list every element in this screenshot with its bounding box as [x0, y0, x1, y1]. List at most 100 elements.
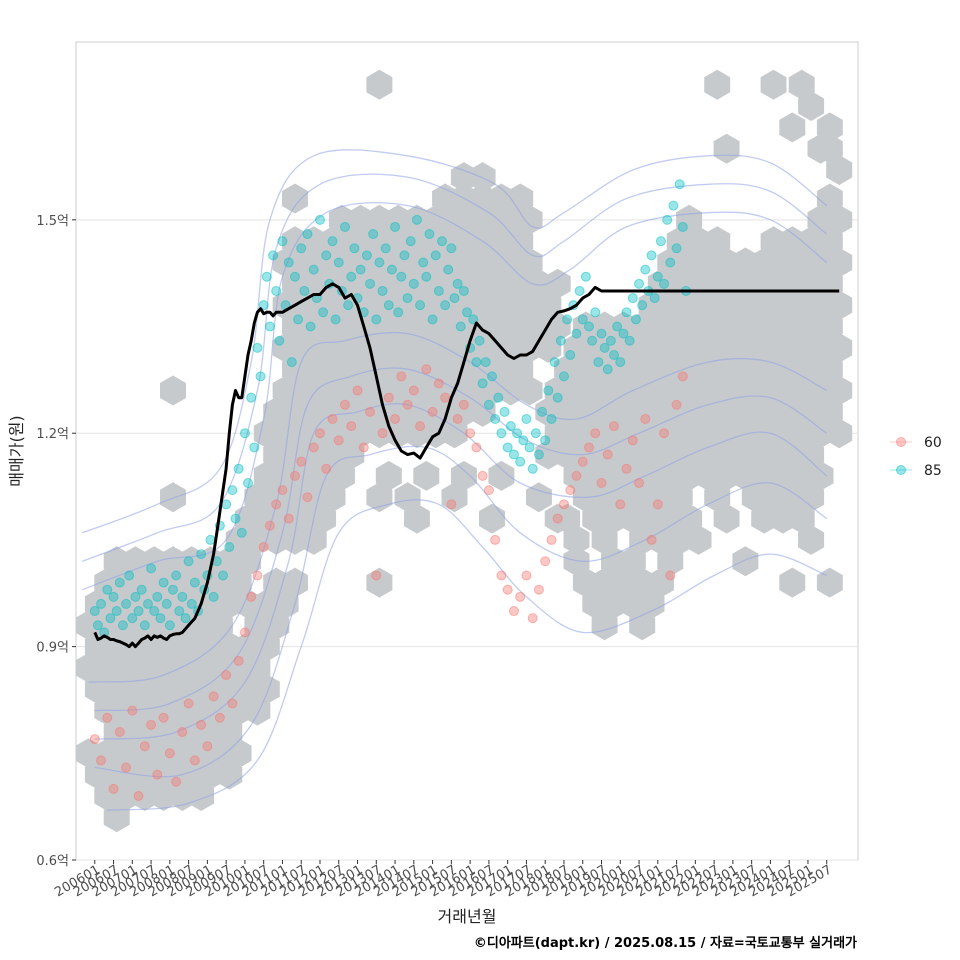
hex-bin [253, 631, 280, 662]
point-85 [637, 300, 648, 311]
point-60 [296, 456, 307, 467]
point-85 [189, 577, 200, 588]
hex-bin [253, 674, 280, 705]
point-85 [343, 300, 354, 311]
point-85 [174, 606, 185, 617]
point-85 [512, 428, 523, 439]
hex-bin [788, 69, 815, 100]
hex-bin [488, 460, 515, 491]
point-85 [480, 357, 491, 368]
point-60 [171, 776, 182, 787]
point-85 [340, 221, 351, 232]
point-60 [402, 399, 413, 410]
hex-bin [263, 567, 290, 598]
point-60 [552, 513, 563, 524]
point-60 [327, 413, 338, 424]
point-85 [293, 314, 304, 325]
hex-bin [469, 162, 496, 193]
y-axis-title: 매매가(원) [7, 415, 26, 486]
point-85 [411, 214, 422, 225]
point-85 [252, 342, 263, 353]
point-60 [421, 364, 432, 375]
point-85 [302, 229, 313, 240]
point-85 [502, 442, 513, 453]
hex-bin [826, 332, 853, 363]
point-85 [665, 257, 676, 268]
point-85 [555, 335, 566, 346]
point-85 [662, 214, 673, 225]
point-60 [677, 371, 688, 382]
point-85 [111, 606, 122, 617]
point-60 [415, 421, 426, 432]
point-85 [136, 584, 147, 595]
point-60 [158, 712, 169, 723]
point-85 [408, 278, 419, 289]
hex-bin [816, 183, 843, 214]
point-85 [646, 250, 657, 261]
point-85 [490, 413, 501, 424]
point-60 [227, 698, 238, 709]
hex-bin [235, 588, 261, 619]
point-60 [152, 769, 163, 780]
point-85 [180, 613, 191, 624]
point-85 [543, 385, 554, 396]
point-85 [424, 229, 435, 240]
point-85 [333, 257, 344, 268]
point-60 [146, 719, 157, 730]
point-60 [321, 463, 332, 474]
point-85 [139, 620, 150, 631]
legend-item-60[interactable]: 60 [890, 435, 942, 451]
point-85 [468, 314, 479, 325]
point-60 [283, 513, 294, 524]
density-contour [88, 331, 827, 683]
y-tick-label: 0.9억 [36, 641, 69, 656]
hex-bin [816, 226, 843, 257]
point-60 [659, 428, 670, 439]
point-60 [627, 435, 638, 446]
point-85 [146, 563, 157, 574]
hex-bin [507, 183, 534, 214]
point-85 [271, 285, 282, 296]
point-60 [602, 449, 613, 460]
hex-bin [338, 439, 365, 470]
hex-bin [732, 546, 759, 577]
point-85 [327, 236, 338, 247]
hex-bin [798, 439, 825, 470]
point-85 [493, 392, 504, 403]
point-85 [158, 577, 169, 588]
point-85 [452, 278, 463, 289]
point-85 [286, 357, 297, 368]
legend-item-85[interactable]: 85 [890, 463, 942, 479]
point-60 [289, 470, 300, 481]
point-85 [580, 271, 591, 282]
point-85 [283, 257, 294, 268]
hex-bin [676, 204, 703, 235]
hex-bin [516, 375, 543, 406]
point-60 [477, 470, 488, 481]
point-85 [321, 250, 332, 261]
point-60 [427, 406, 438, 417]
point-85 [277, 236, 288, 247]
point-85 [612, 321, 623, 332]
point-85 [615, 357, 626, 368]
point-85 [546, 413, 557, 424]
point-60 [390, 413, 401, 424]
legend-label-60: 60 [924, 435, 942, 451]
point-85 [415, 300, 426, 311]
hex-bin [816, 396, 843, 427]
point-85 [418, 257, 429, 268]
point-85 [640, 264, 651, 275]
hex-bin [366, 69, 393, 100]
hex-bin [816, 567, 843, 598]
point-60 [483, 485, 494, 496]
point-85 [483, 399, 494, 410]
point-85 [524, 442, 535, 453]
hex-bin [225, 567, 252, 598]
point-85 [296, 243, 307, 254]
point-60 [646, 534, 657, 545]
point-85 [177, 591, 188, 602]
hex-bin [647, 567, 674, 598]
hex-bin [666, 482, 693, 513]
point-85 [421, 271, 432, 282]
point-85 [133, 606, 144, 617]
